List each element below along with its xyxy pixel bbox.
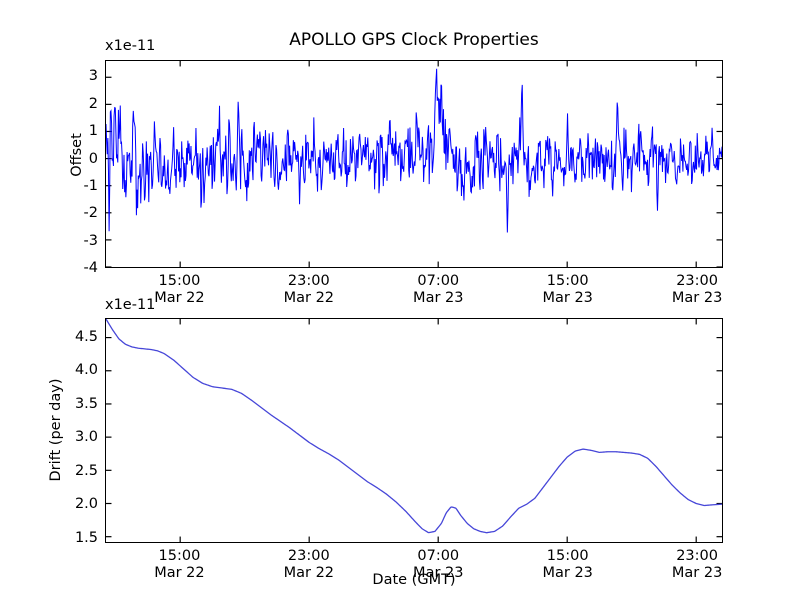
offset-timeseries-ytick: 3 <box>88 68 98 85</box>
drift-timeseries-xtick: 23:00 Mar 23 <box>671 548 723 581</box>
drift-timeseries-ytick: 4.5 <box>74 328 98 345</box>
drift-plot-area <box>105 318 723 543</box>
x-axis-label: Date (GMT) <box>372 572 456 588</box>
offset-timeseries-ytick: 0 <box>88 150 98 167</box>
figure-title: APOLLO GPS Clock Properties <box>289 30 539 50</box>
offset-plot-area <box>105 60 723 268</box>
offset-timeseries-ytick: -2 <box>83 205 98 222</box>
drift-timeseries-xtick: 15:00 Mar 22 <box>154 548 205 581</box>
drift-timeseries-ytick: 2.0 <box>74 496 98 513</box>
offset-timeseries-ytick: -1 <box>83 177 98 194</box>
drift-timeseries-ytick: 3.0 <box>74 429 98 446</box>
drift-timeseries-ytick: 2.5 <box>74 462 98 479</box>
offset-trace-svg <box>106 61 722 267</box>
offset-timeseries-xtick: 15:00 Mar 22 <box>154 273 205 306</box>
offset-timeseries-ytick: -3 <box>83 232 98 249</box>
drift-timeseries-xtick: 07:00 Mar 23 <box>413 548 464 581</box>
offset-timeseries-xtick: 23:00 Mar 23 <box>671 273 723 306</box>
drift-timeseries-ytick: 4.0 <box>74 362 98 379</box>
offset-timeseries-xtick: 23:00 Mar 22 <box>283 273 335 306</box>
drift-timeseries-xtick: 23:00 Mar 22 <box>283 548 335 581</box>
offset-timeseries-ytick: 1 <box>88 123 98 140</box>
drift-trace-svg <box>106 319 722 542</box>
offset-timeseries-xtick: 07:00 Mar 23 <box>413 273 464 306</box>
drift-data-line <box>106 319 722 534</box>
offset-timeseries-ytick: -4 <box>83 260 98 276</box>
offset-timeseries-ytick: 2 <box>88 95 98 112</box>
drift-timeseries-ytick: 3.5 <box>74 395 98 412</box>
offset-data-line <box>106 68 722 233</box>
offset-axis-multiplier: x1e-11 <box>105 38 156 54</box>
offset-timeseries-xtick: 15:00 Mar 23 <box>542 273 593 306</box>
drift-timeseries-ytick: 1.5 <box>74 529 98 546</box>
drift-timeseries-xtick: 15:00 Mar 23 <box>542 548 593 581</box>
drift-axis-multiplier: x1e-11 <box>105 297 156 313</box>
